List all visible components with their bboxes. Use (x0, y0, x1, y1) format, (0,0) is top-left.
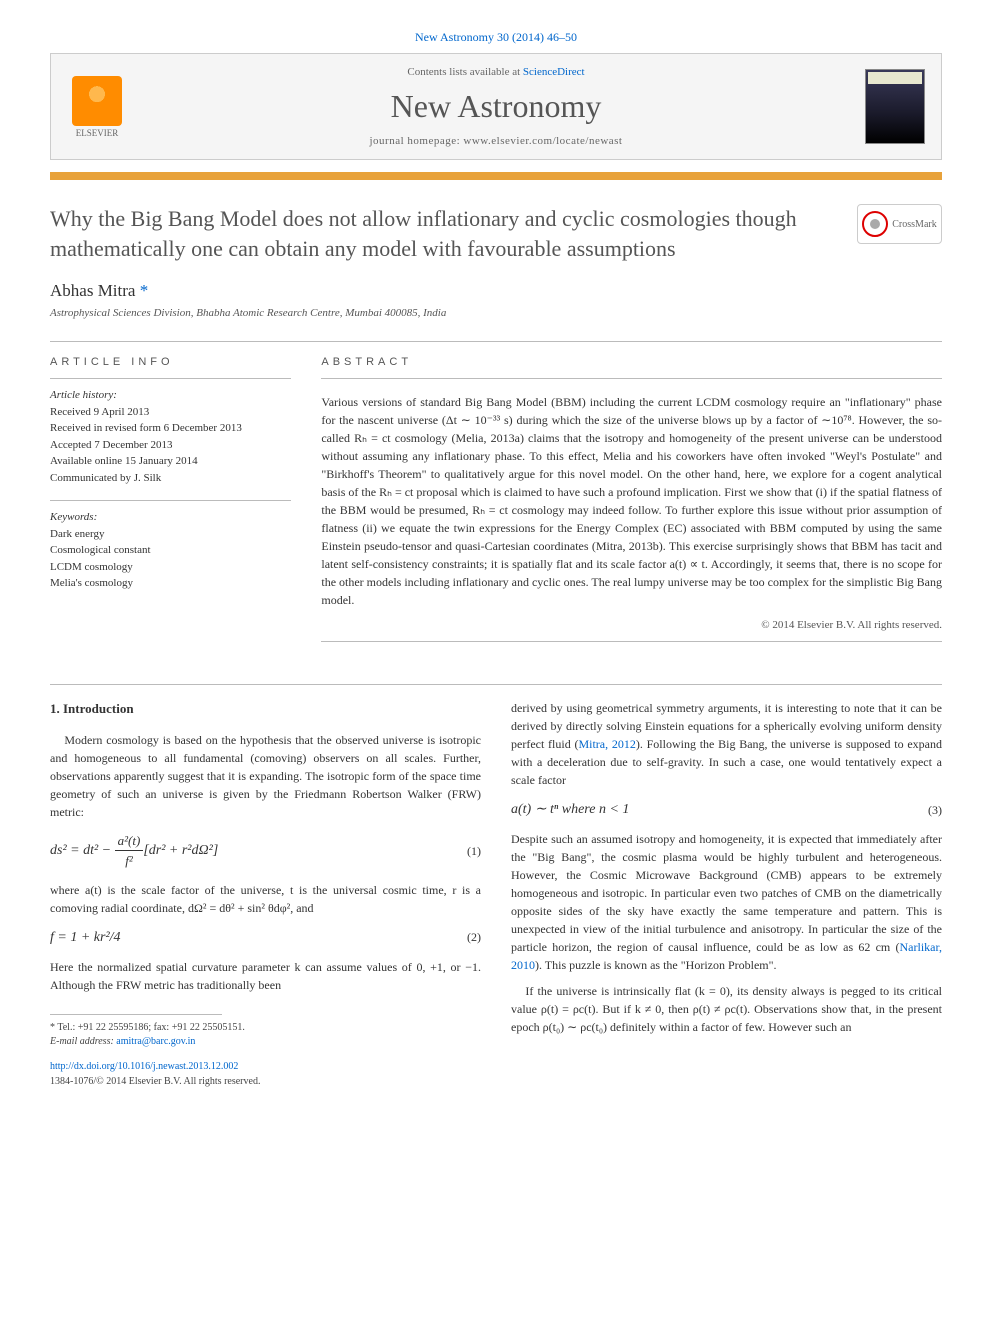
journal-cover-thumbnail (865, 69, 925, 144)
crossmark-icon (862, 211, 888, 237)
corresponding-footnote: * Tel.: +91 22 25595186; fax: +91 22 255… (50, 1021, 481, 1049)
sciencedirect-link[interactable]: ScienceDirect (523, 66, 585, 78)
author-line: Abhas Mitra * (50, 281, 942, 301)
homepage-prefix: journal homepage: (370, 135, 464, 147)
journal-header-box: ELSEVIER Contents lists available at Sci… (50, 53, 942, 160)
citation-header: New Astronomy 30 (2014) 46–50 (50, 30, 942, 45)
equation-1: ds² = dt² − a²(t)f²[dr² + r²dΩ²] (50, 831, 451, 871)
equation-2-row: f = 1 + kr²/4 (2) (50, 927, 481, 948)
paragraph: Modern cosmology is based on the hypothe… (50, 731, 481, 821)
email-link[interactable]: amitra@barc.gov.in (116, 1036, 195, 1047)
contents-available-line: Contents lists available at ScienceDirec… (143, 66, 849, 78)
keyword: Dark energy (50, 526, 291, 543)
history-label: Article history: (50, 387, 291, 404)
abstract-bottom-divider (321, 641, 942, 642)
keyword: LCDM cosmology (50, 559, 291, 576)
citation-link[interactable]: Mitra, 2012 (578, 737, 635, 751)
equation-3-number: (3) (912, 801, 942, 819)
info-abstract-row: ARTICLE INFO Article history: Received 9… (50, 356, 942, 656)
paragraph: where a(t) is the scale factor of the un… (50, 881, 481, 917)
keywords-label: Keywords: (50, 509, 291, 526)
keyword: Melia's cosmology (50, 575, 291, 592)
author-corresponding-star[interactable]: * (140, 281, 149, 300)
journal-homepage-line: journal homepage: www.elsevier.com/locat… (143, 135, 849, 147)
equation-3: a(t) ∼ tⁿ where n < 1 (511, 799, 912, 820)
homepage-url[interactable]: www.elsevier.com/locate/newast (463, 135, 622, 147)
doi-link[interactable]: http://dx.doi.org/10.1016/j.newast.2013.… (50, 1059, 481, 1074)
abstract-copyright: © 2014 Elsevier B.V. All rights reserved… (321, 619, 942, 631)
article-history-block: Article history: Received 9 April 2013 R… (50, 378, 291, 486)
equation-1-number: (1) (451, 842, 481, 860)
text-run: Despite such an assumed isotropy and hom… (511, 832, 942, 954)
history-item: Available online 15 January 2014 (50, 453, 291, 470)
abstract-text: Various versions of standard Big Bang Mo… (321, 393, 942, 609)
crossmark-label: CrossMark (892, 219, 936, 230)
history-item: Received 9 April 2013 (50, 404, 291, 421)
paragraph: Despite such an assumed isotropy and hom… (511, 830, 942, 974)
crossmark-badge[interactable]: CrossMark (857, 204, 942, 244)
history-item: Communicated by J. Silk (50, 470, 291, 487)
divider-top (50, 341, 942, 342)
author-affiliation: Astrophysical Sciences Division, Bhabha … (50, 307, 942, 319)
equation-3-row: a(t) ∼ tⁿ where n < 1 (3) (511, 799, 942, 820)
title-row: Why the Big Bang Model does not allow in… (50, 204, 942, 263)
keywords-block: Keywords: Dark energy Cosmological const… (50, 500, 291, 592)
history-item: Accepted 7 December 2013 (50, 437, 291, 454)
footnote-separator (50, 1014, 222, 1015)
journal-title: New Astronomy (143, 88, 849, 125)
article-info-heading: ARTICLE INFO (50, 356, 291, 368)
abstract-column: ABSTRACT Various versions of standard Bi… (321, 356, 942, 656)
accent-bar (50, 172, 942, 180)
elsevier-tree-icon (72, 76, 122, 126)
header-center: Contents lists available at ScienceDirec… (143, 66, 849, 147)
paragraph: If the universe is intrinsically flat (k… (511, 982, 942, 1036)
elsevier-label: ELSEVIER (76, 128, 119, 138)
author-name: Abhas Mitra (50, 281, 135, 300)
history-item: Received in revised form 6 December 2013 (50, 420, 291, 437)
footnote-tel: * Tel.: +91 22 25595186; fax: +91 22 255… (50, 1021, 481, 1035)
section-1-heading: 1. Introduction (50, 699, 481, 719)
paragraph: Here the normalized spatial curvature pa… (50, 958, 481, 994)
equation-2: f = 1 + kr²/4 (50, 927, 451, 948)
body-top-divider (50, 684, 942, 685)
contents-prefix: Contents lists available at (407, 66, 522, 78)
abstract-divider (321, 378, 942, 379)
issn-copyright: 1384-1076/© 2014 Elsevier B.V. All right… (50, 1074, 481, 1089)
email-label: E-mail address: (50, 1036, 116, 1047)
keyword: Cosmological constant (50, 542, 291, 559)
equation-2-number: (2) (451, 928, 481, 946)
equation-1-row: ds² = dt² − a²(t)f²[dr² + r²dΩ²] (1) (50, 831, 481, 871)
body-column-right: derived by using geometrical symmetry ar… (511, 699, 942, 1089)
paragraph: derived by using geometrical symmetry ar… (511, 699, 942, 789)
article-title: Why the Big Bang Model does not allow in… (50, 204, 837, 263)
article-info-column: ARTICLE INFO Article history: Received 9… (50, 356, 291, 656)
abstract-heading: ABSTRACT (321, 356, 942, 368)
elsevier-logo: ELSEVIER (67, 72, 127, 142)
body-columns: 1. Introduction Modern cosmology is base… (50, 699, 942, 1089)
text-run: ). This puzzle is known as the "Horizon … (535, 958, 777, 972)
body-column-left: 1. Introduction Modern cosmology is base… (50, 699, 481, 1089)
